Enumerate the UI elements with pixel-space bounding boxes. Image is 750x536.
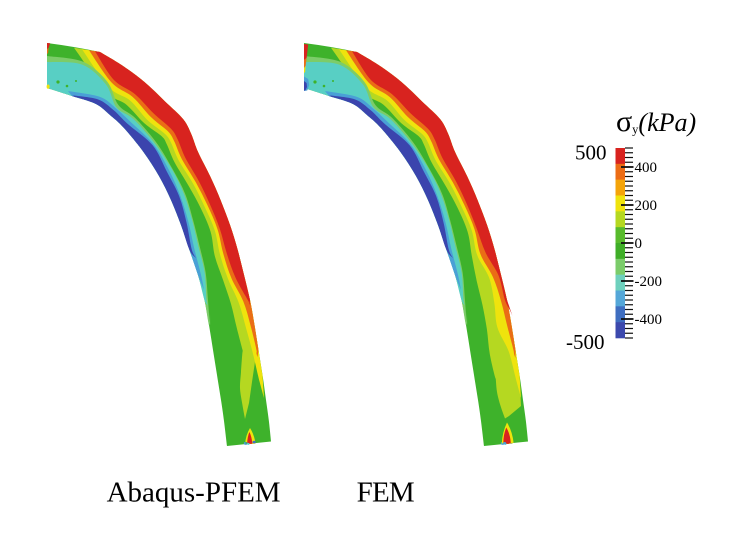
svg-text:0: 0 bbox=[635, 236, 643, 252]
svg-text:-200: -200 bbox=[635, 274, 663, 290]
svg-text:-500: -500 bbox=[566, 330, 605, 354]
svg-text:FEM: FEM bbox=[357, 477, 414, 509]
svg-text:-400: -400 bbox=[635, 312, 663, 328]
svg-text:400: 400 bbox=[635, 160, 658, 176]
svg-text:200: 200 bbox=[635, 198, 658, 214]
svg-text:σy(kPa): σy(kPa) bbox=[616, 105, 696, 138]
svg-text:Abaqus-PFEM: Abaqus-PFEM bbox=[107, 477, 281, 509]
svg-text:500: 500 bbox=[575, 141, 607, 165]
